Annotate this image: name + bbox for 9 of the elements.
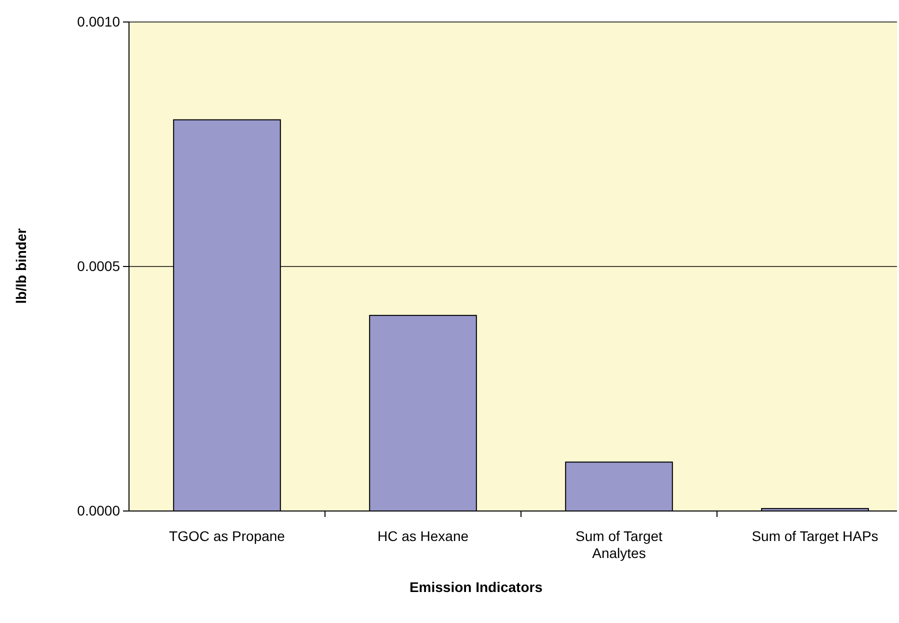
y-tick-label: 0.0000 <box>77 502 120 518</box>
x-tick-label: TGOC as Propane <box>169 528 286 544</box>
y-tick-label: 0.0005 <box>77 258 120 274</box>
x-axis-title: Emission Indicators <box>409 579 543 595</box>
x-tick-label: Sum of Target Analytes <box>576 528 663 561</box>
x-tick-label: HC as Hexane <box>377 528 469 544</box>
x-tick-label: Sum of Target HAPs <box>752 528 878 544</box>
y-tick-label: 0.0010 <box>77 13 120 30</box>
y-axis-title: lb/lb binder <box>13 228 29 304</box>
